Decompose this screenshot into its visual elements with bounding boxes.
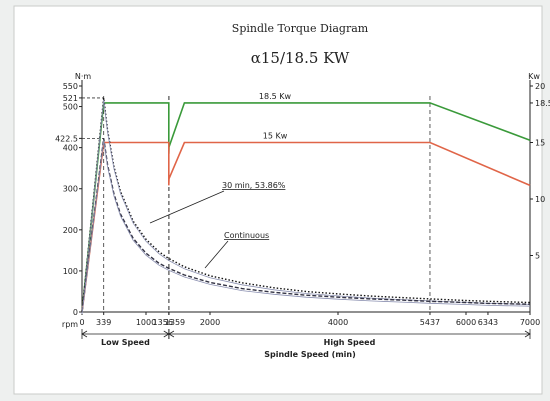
y-right-tick-label: 10 <box>535 195 545 204</box>
y-right-tick-label: 15 <box>535 139 545 148</box>
y-left-tick-label: 400 <box>63 144 78 153</box>
y-left-tick-label: 200 <box>63 226 78 235</box>
range-label: Low Speed <box>101 338 150 347</box>
x-tick-label: 339 <box>96 318 111 327</box>
right-axis-unit: Kw <box>528 72 540 81</box>
annotation-15kw: 15 Kw <box>263 132 288 141</box>
y-left-tick-label: 550 <box>63 82 78 91</box>
series-line-30-min-53-86 <box>81 97 531 313</box>
annotation-30min: 30 min, 53.86% <box>222 181 286 190</box>
x-tick-label: 2000 <box>200 318 220 327</box>
chart-subtitle: α15/18.5 KW <box>251 49 350 67</box>
y-left-tick-label: 422.5 <box>55 134 78 143</box>
x-tick-label: 1000 <box>136 318 156 327</box>
annotation-continuous-leader <box>204 240 229 269</box>
x-tick-label: 4000 <box>328 318 348 327</box>
series-line-continuous <box>81 138 531 313</box>
y-left-tick-label: 100 <box>63 267 78 276</box>
plot-area: 0100200300400422.55005215505101518.52003… <box>55 80 550 347</box>
x-tick-label: 6343 <box>478 318 498 327</box>
y-right-tick-label: 5 <box>535 252 540 261</box>
x-tick-label: 5437 <box>420 318 440 327</box>
series-line-continuous-band <box>81 140 531 315</box>
paper-frame <box>13 5 543 395</box>
annotation-30min-leader <box>149 190 225 224</box>
series-line-15-kw <box>81 141 531 313</box>
y-left-tick-label: 300 <box>63 185 78 194</box>
x-tick-label: 7000 <box>520 318 540 327</box>
y-right-tick-label: 20 <box>535 82 545 91</box>
chart-title: Spindle Torque Diagram <box>232 22 369 35</box>
x-axis-label: Spindle Speed (min) <box>264 350 356 359</box>
x-tick-label: 6000 <box>456 318 476 327</box>
x-unit-label: rpm <box>62 320 78 329</box>
y-left-tick-label: 500 <box>63 103 78 112</box>
range-label: High Speed <box>324 338 376 347</box>
left-axis-unit: N·m <box>75 72 92 81</box>
x-tick-label: 1359 <box>165 318 185 327</box>
y-left-tick-label: 521 <box>63 94 78 103</box>
annotation-continuous: Continuous <box>224 231 269 240</box>
x-tick-label: 0 <box>79 318 84 327</box>
annotation-18-5kw: 18.5 Kw <box>259 92 292 101</box>
y-right-tick-label: 18.5 <box>535 99 550 108</box>
x-tick-label: 1356 <box>153 318 173 327</box>
y-left-tick-label: 0 <box>73 308 78 317</box>
